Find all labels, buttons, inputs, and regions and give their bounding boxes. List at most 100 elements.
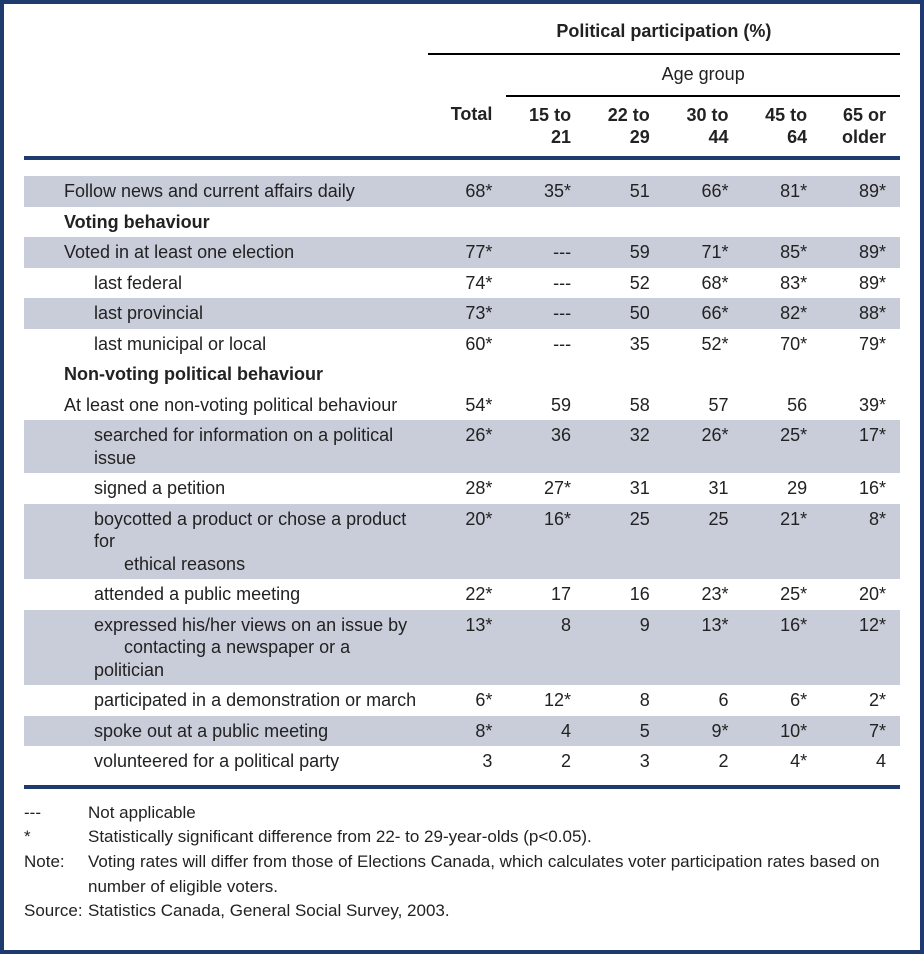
cell-value: 20* [821, 579, 900, 610]
note-star-symbol: * [24, 825, 88, 850]
cell-value: 54* [428, 390, 507, 421]
cell-value: 66* [664, 298, 743, 329]
row-label: last federal [24, 268, 428, 299]
cell-value: 79* [821, 329, 900, 360]
row-label: Voted in at least one election [24, 237, 428, 268]
cell-value: 16 [585, 579, 664, 610]
table-header: Political participation (%) Age group To… [24, 18, 900, 176]
cell-value: 66* [664, 176, 743, 207]
cell-value: 89* [821, 237, 900, 268]
row-label: spoke out at a public meeting [24, 716, 428, 747]
cell-value: 85* [742, 237, 821, 268]
cell-value: 13* [664, 610, 743, 686]
cell-value [585, 359, 664, 390]
row-label: attended a public meeting [24, 579, 428, 610]
cell-value: 36 [506, 420, 585, 473]
table-notes: --- Not applicable * Statistically signi… [24, 801, 900, 924]
cell-value: 71* [664, 237, 743, 268]
cell-value: 60* [428, 329, 507, 360]
cell-value [506, 207, 585, 238]
cell-value [821, 359, 900, 390]
table-row: boycotted a product or chose a product f… [24, 504, 900, 580]
participation-table: Political participation (%) Age group To… [24, 18, 900, 789]
cell-value: 25* [742, 579, 821, 610]
cell-value: 2 [664, 746, 743, 777]
cell-value [428, 359, 507, 390]
cell-value: 13* [428, 610, 507, 686]
cell-value: 50 [585, 298, 664, 329]
row-label: last provincial [24, 298, 428, 329]
cell-value: 29 [742, 473, 821, 504]
cell-value: 12* [821, 610, 900, 686]
table-row: last provincial73*---5066*82*88* [24, 298, 900, 329]
table-row: Voting behaviour [24, 207, 900, 238]
cell-value: 4 [821, 746, 900, 777]
cell-value [742, 207, 821, 238]
cell-value: 8 [585, 685, 664, 716]
cell-value: 8 [506, 610, 585, 686]
table-row: attended a public meeting22*171623*25*20… [24, 579, 900, 610]
cell-value: 59 [506, 390, 585, 421]
cell-value: 27* [506, 473, 585, 504]
cell-value: 57 [664, 390, 743, 421]
cell-value [585, 207, 664, 238]
cell-value: 35 [585, 329, 664, 360]
row-label: Follow news and current affairs daily [24, 176, 428, 207]
cell-value: 8* [821, 504, 900, 580]
cell-value: 25 [585, 504, 664, 580]
cell-value: 89* [821, 176, 900, 207]
col-15-21: 15 to21 [506, 96, 585, 156]
table-body: Follow news and current affairs daily68*… [24, 176, 900, 777]
cell-value: 25 [664, 504, 743, 580]
cell-value: --- [506, 329, 585, 360]
cell-value [664, 207, 743, 238]
col-22-29: 22 to29 [585, 96, 664, 156]
note-note-label: Note: [24, 850, 88, 899]
cell-value: 10* [742, 716, 821, 747]
row-label: last municipal or local [24, 329, 428, 360]
row-label: volunteered for a political party [24, 746, 428, 777]
note-source-text: Statistics Canada, General Social Survey… [88, 899, 900, 924]
cell-value: 32 [585, 420, 664, 473]
table-row: Non-voting political behaviour [24, 359, 900, 390]
cell-value: 25* [742, 420, 821, 473]
row-label: Non-voting political behaviour [24, 359, 428, 390]
table-frame: Political participation (%) Age group To… [0, 0, 924, 954]
note-na-symbol: --- [24, 801, 88, 826]
row-label: participated in a demonstration or march [24, 685, 428, 716]
cell-value [742, 359, 821, 390]
table-row: At least one non-voting political behavi… [24, 390, 900, 421]
cell-value: 2 [506, 746, 585, 777]
cell-value: 26* [664, 420, 743, 473]
cell-value: 77* [428, 237, 507, 268]
row-label: expressed his/her views on an issue byco… [24, 610, 428, 686]
cell-value: 31 [664, 473, 743, 504]
cell-value: 21* [742, 504, 821, 580]
cell-value: 9 [585, 610, 664, 686]
cell-value: 16* [821, 473, 900, 504]
cell-value: 20* [428, 504, 507, 580]
cell-value: 12* [506, 685, 585, 716]
cell-value: 68* [664, 268, 743, 299]
cell-value [506, 359, 585, 390]
cell-value: 17 [506, 579, 585, 610]
cell-value: 17* [821, 420, 900, 473]
row-label: At least one non-voting political behavi… [24, 390, 428, 421]
cell-value: 52* [664, 329, 743, 360]
cell-value: 3 [428, 746, 507, 777]
cell-value: 4* [742, 746, 821, 777]
table-row: Voted in at least one election77*---5971… [24, 237, 900, 268]
table-row: participated in a demonstration or march… [24, 685, 900, 716]
cell-value: 89* [821, 268, 900, 299]
cell-value [664, 359, 743, 390]
cell-value: 81* [742, 176, 821, 207]
col-30-44: 30 to44 [664, 96, 743, 156]
cell-value: --- [506, 237, 585, 268]
cell-value: 83* [742, 268, 821, 299]
header-age-group: Age group [506, 54, 900, 97]
cell-value: 31 [585, 473, 664, 504]
cell-value: 51 [585, 176, 664, 207]
header-super-title: Political participation (%) [428, 18, 900, 54]
cell-value: 68* [428, 176, 507, 207]
cell-value: 58 [585, 390, 664, 421]
